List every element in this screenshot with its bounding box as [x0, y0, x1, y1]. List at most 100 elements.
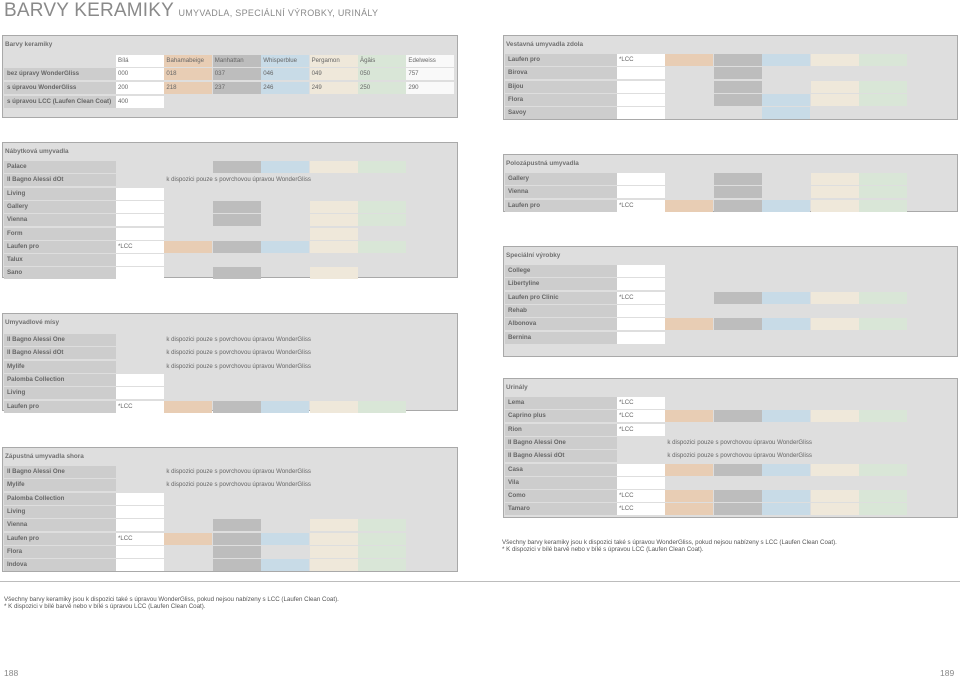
vestavna-color-cell — [617, 107, 665, 120]
specialni-color-cell — [713, 318, 762, 331]
urinaly-color-cell — [762, 410, 811, 423]
misy-note: k dispozici pouze s povrchovou úpravou W… — [166, 336, 311, 343]
vestavna-color-cell: *LCC — [617, 54, 665, 66]
color-header: Whisperblue — [261, 55, 310, 67]
shora-color-cell — [358, 519, 406, 532]
shora-color-cell — [309, 545, 358, 558]
specialni-color-cell — [617, 265, 665, 277]
footnote-left-2: * K dispozici v bílé barvě nebo v bílé s… — [4, 603, 206, 610]
vestavna-color-cell — [762, 107, 811, 120]
vestavna-color-cell — [762, 93, 811, 106]
polozapustna-color-cell: *LCC — [617, 199, 665, 212]
specialni-row-label: College — [505, 265, 617, 277]
misy-color-cell — [116, 387, 164, 400]
vestavna-color-cell — [810, 54, 859, 66]
shora-color-cell — [116, 519, 164, 532]
urinaly-title: Urinály — [506, 384, 528, 391]
shora-color-cell — [212, 559, 261, 572]
urinaly-row-label: Tamaro — [505, 503, 617, 516]
barvy-row-label: bez úpravy WonderGliss — [4, 68, 116, 80]
urinaly-color-cell: *LCC — [617, 397, 665, 409]
shora-color-cell — [309, 532, 358, 545]
vestavna-title: Vestavná umyvadla zdola — [506, 41, 584, 48]
urinaly-color-cell — [665, 463, 714, 476]
polozapustna-color-cell — [859, 186, 907, 199]
polozapustna-row-label: Laufen pro — [505, 199, 617, 212]
specialni-title: Speciální výrobky — [506, 252, 561, 259]
urinaly-color-cell — [762, 463, 811, 476]
nabytkova-color-cell — [358, 161, 406, 173]
color-code-cell: 046 — [261, 68, 310, 80]
polozapustna-color-cell — [713, 199, 762, 212]
vestavna-color-cell — [617, 93, 665, 106]
specialni-color-cell — [810, 291, 859, 304]
shora-row-label: Palomba Collection — [4, 492, 116, 505]
urinaly-color-cell — [713, 410, 762, 423]
misy-color-cell — [309, 400, 358, 413]
urinaly-row-label: Il Bagno Alessi One — [505, 436, 617, 449]
nabytkova-color-cell — [116, 227, 164, 240]
shora-color-cell — [116, 559, 164, 572]
misy-color-cell — [261, 400, 310, 413]
specialni-color-cell — [762, 291, 811, 304]
nabytkova-color-cell — [358, 200, 406, 213]
misy-row-label: Palomba Collection — [4, 373, 116, 386]
misy-row-label: Living — [4, 387, 116, 400]
polozapustna-color-cell — [713, 173, 762, 185]
nabytkova-color-cell — [116, 254, 164, 267]
specialni-color-cell — [713, 291, 762, 304]
vestavna-color-cell — [617, 67, 665, 80]
urinaly-color-cell — [713, 503, 762, 516]
shora-color-cell — [116, 492, 164, 505]
page-number-left: 188 — [4, 668, 19, 678]
polozapustna-row-label: Gallery — [505, 173, 617, 185]
color-header: Pergamon — [309, 55, 358, 67]
nabytkova-color-cell — [164, 240, 213, 253]
polozapustna-color-cell — [859, 173, 907, 185]
nabytkova-row-label: Il Bagno Alessi dOt — [4, 174, 116, 187]
polozapustna-color-cell — [859, 199, 907, 212]
polozapustna-color-cell — [810, 173, 859, 185]
urinaly-row-label: Vila — [505, 476, 617, 489]
barvy-row-label: s úpravou WonderGliss — [4, 82, 116, 94]
shora-title: Zápustná umyvadla shora — [5, 453, 84, 460]
vestavna-row-label: Laufen pro — [505, 54, 617, 66]
polozapustna-title: Polozápustná umyvadla — [506, 160, 579, 167]
color-code-cell: 249 — [309, 82, 358, 94]
misy-note: k dispozici pouze s povrchovou úpravou W… — [166, 349, 311, 357]
urinaly-color-cell — [762, 503, 811, 516]
vestavna-row-label: Bijou — [505, 80, 617, 93]
color-header: Edelweiss — [406, 55, 455, 67]
shora-color-cell — [212, 545, 261, 558]
specialni-color-cell — [665, 318, 714, 331]
nabytkova-color-cell: *LCC — [116, 240, 164, 253]
shora-row-label: Laufen pro — [4, 532, 116, 545]
nabytkova-color-cell — [212, 161, 261, 173]
urinaly-color-cell — [617, 476, 665, 489]
vestavna-color-cell — [713, 93, 762, 106]
urinaly-color-cell — [859, 410, 907, 423]
vestavna-color-cell — [713, 80, 762, 93]
urinaly-color-cell — [713, 463, 762, 476]
color-header: Manhattan — [212, 55, 261, 67]
vestavna-row-label: Flora — [505, 93, 617, 106]
misy-row-label: Laufen pro — [4, 400, 116, 413]
vestavna-color-cell — [617, 80, 665, 93]
shora-row-label: Mylife — [4, 479, 116, 492]
color-code-cell: 000 — [116, 68, 164, 80]
urinaly-row-label: Il Bagno Alessi dOt — [505, 450, 617, 463]
specialni-color-cell — [617, 318, 665, 331]
barvy-title: Barvy keramiky — [5, 41, 53, 48]
misy-row-label: Il Bagno Alessi One — [4, 334, 116, 346]
color-code-cell: 400 — [116, 96, 164, 108]
color-code-cell: 757 — [406, 68, 455, 80]
specialni-row-label: Albonova — [505, 318, 617, 331]
nabytkova-title: Nábytková umyvadla — [5, 148, 69, 155]
polozapustna-color-cell — [810, 199, 859, 212]
urinaly-color-cell — [810, 410, 859, 423]
urinaly-color-cell: *LCC — [617, 503, 665, 516]
color-code-cell: 218 — [164, 82, 213, 94]
footnote-right-1: Všechny barvy keramiky jsou k dispozici … — [502, 539, 837, 546]
color-header: Ägäis — [358, 55, 406, 67]
nabytkova-color-cell — [309, 214, 358, 227]
